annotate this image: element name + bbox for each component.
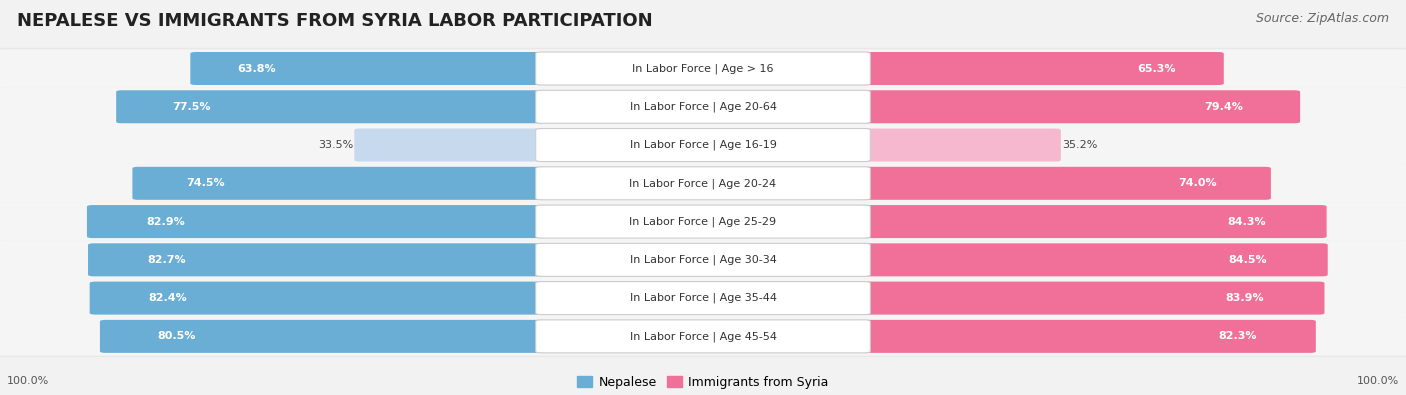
FancyBboxPatch shape xyxy=(89,243,547,276)
FancyBboxPatch shape xyxy=(0,48,1406,89)
Text: Source: ZipAtlas.com: Source: ZipAtlas.com xyxy=(1256,12,1389,25)
Legend: Nepalese, Immigrants from Syria: Nepalese, Immigrants from Syria xyxy=(578,376,828,389)
Text: 74.0%: 74.0% xyxy=(1178,178,1218,188)
FancyBboxPatch shape xyxy=(90,282,547,314)
FancyBboxPatch shape xyxy=(859,128,1062,162)
FancyBboxPatch shape xyxy=(0,88,1406,126)
Text: 33.5%: 33.5% xyxy=(318,140,353,150)
Text: 84.3%: 84.3% xyxy=(1227,216,1267,227)
Text: In Labor Force | Age 16-19: In Labor Force | Age 16-19 xyxy=(630,140,776,150)
FancyBboxPatch shape xyxy=(354,128,547,162)
FancyBboxPatch shape xyxy=(0,279,1406,317)
FancyBboxPatch shape xyxy=(100,320,547,353)
FancyBboxPatch shape xyxy=(859,90,1301,123)
FancyBboxPatch shape xyxy=(536,243,870,276)
Text: 77.5%: 77.5% xyxy=(172,102,211,112)
FancyBboxPatch shape xyxy=(0,239,1406,280)
FancyBboxPatch shape xyxy=(536,205,870,238)
Text: NEPALESE VS IMMIGRANTS FROM SYRIA LABOR PARTICIPATION: NEPALESE VS IMMIGRANTS FROM SYRIA LABOR … xyxy=(17,12,652,30)
Text: 65.3%: 65.3% xyxy=(1137,64,1175,73)
Text: 83.9%: 83.9% xyxy=(1226,293,1264,303)
FancyBboxPatch shape xyxy=(536,90,870,123)
FancyBboxPatch shape xyxy=(0,49,1406,88)
Text: 35.2%: 35.2% xyxy=(1063,140,1098,150)
FancyBboxPatch shape xyxy=(859,243,1327,276)
FancyBboxPatch shape xyxy=(0,317,1406,356)
Text: 82.3%: 82.3% xyxy=(1218,331,1257,341)
Text: 79.4%: 79.4% xyxy=(1204,102,1243,112)
Text: In Labor Force | Age 35-44: In Labor Force | Age 35-44 xyxy=(630,293,776,303)
FancyBboxPatch shape xyxy=(536,128,870,162)
Text: In Labor Force | Age > 16: In Labor Force | Age > 16 xyxy=(633,63,773,74)
FancyBboxPatch shape xyxy=(536,282,870,314)
Text: 74.5%: 74.5% xyxy=(187,178,225,188)
FancyBboxPatch shape xyxy=(190,52,547,85)
Text: 82.9%: 82.9% xyxy=(146,216,186,227)
FancyBboxPatch shape xyxy=(0,86,1406,128)
Text: 82.4%: 82.4% xyxy=(149,293,187,303)
FancyBboxPatch shape xyxy=(0,163,1406,204)
FancyBboxPatch shape xyxy=(0,277,1406,319)
Text: In Labor Force | Age 20-64: In Labor Force | Age 20-64 xyxy=(630,102,776,112)
Text: In Labor Force | Age 45-54: In Labor Force | Age 45-54 xyxy=(630,331,776,342)
FancyBboxPatch shape xyxy=(0,241,1406,279)
FancyBboxPatch shape xyxy=(859,205,1327,238)
FancyBboxPatch shape xyxy=(0,201,1406,242)
Text: In Labor Force | Age 30-34: In Labor Force | Age 30-34 xyxy=(630,255,776,265)
Text: 100.0%: 100.0% xyxy=(1357,376,1399,386)
FancyBboxPatch shape xyxy=(117,90,547,123)
Text: 80.5%: 80.5% xyxy=(157,331,197,341)
FancyBboxPatch shape xyxy=(536,167,870,200)
FancyBboxPatch shape xyxy=(859,320,1316,353)
FancyBboxPatch shape xyxy=(859,52,1223,85)
FancyBboxPatch shape xyxy=(0,202,1406,241)
Text: In Labor Force | Age 20-24: In Labor Force | Age 20-24 xyxy=(630,178,776,188)
Text: 100.0%: 100.0% xyxy=(7,376,49,386)
FancyBboxPatch shape xyxy=(0,126,1406,164)
Text: 84.5%: 84.5% xyxy=(1229,255,1267,265)
FancyBboxPatch shape xyxy=(536,320,870,353)
FancyBboxPatch shape xyxy=(0,316,1406,357)
FancyBboxPatch shape xyxy=(132,167,547,200)
Text: 82.7%: 82.7% xyxy=(148,255,186,265)
Text: 63.8%: 63.8% xyxy=(238,64,276,73)
FancyBboxPatch shape xyxy=(536,52,870,85)
FancyBboxPatch shape xyxy=(0,164,1406,203)
FancyBboxPatch shape xyxy=(859,282,1324,314)
FancyBboxPatch shape xyxy=(0,124,1406,166)
Text: In Labor Force | Age 25-29: In Labor Force | Age 25-29 xyxy=(630,216,776,227)
FancyBboxPatch shape xyxy=(87,205,547,238)
FancyBboxPatch shape xyxy=(859,167,1271,200)
